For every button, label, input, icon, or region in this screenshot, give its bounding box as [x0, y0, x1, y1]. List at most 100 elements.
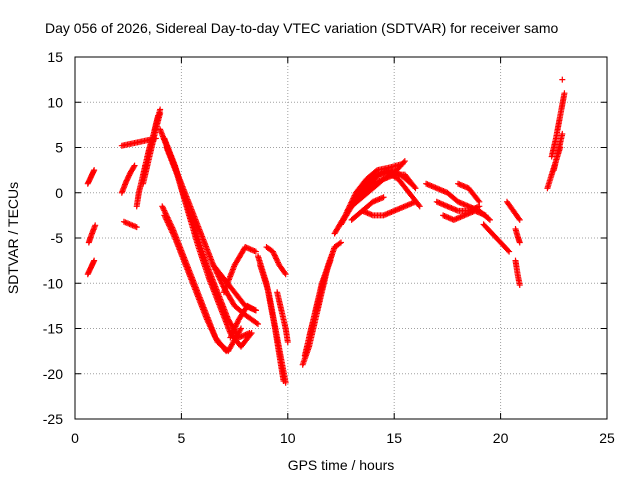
- x-axis-label: GPS time / hours: [288, 457, 395, 473]
- data-point: [476, 198, 483, 205]
- data-point: [515, 215, 522, 222]
- data-point: [234, 319, 241, 326]
- series-tr18: [227, 302, 259, 341]
- series-tr13: [163, 144, 255, 350]
- data-point: [231, 326, 238, 333]
- data-point: [475, 197, 482, 204]
- data-point: [230, 327, 237, 334]
- series-tr22: [274, 289, 291, 346]
- series-tr15: [161, 212, 244, 355]
- series-tr06: [118, 162, 138, 196]
- series-tr35: [440, 207, 489, 223]
- data-point: [516, 216, 523, 223]
- x-tick-label: 25: [599, 430, 615, 446]
- data-point: [253, 320, 260, 327]
- series-tr34: [433, 198, 483, 214]
- data-point: [486, 216, 493, 223]
- series-tr32: [348, 194, 387, 223]
- series-tr40: [512, 225, 523, 246]
- x-tick-label: 20: [493, 430, 509, 446]
- data-point: [130, 163, 137, 170]
- y-tick-label: -10: [43, 275, 63, 291]
- data-point: [237, 326, 244, 333]
- data-point: [380, 194, 387, 201]
- x-tick-label: 10: [280, 430, 296, 446]
- data-point: [338, 239, 344, 246]
- data-point: [92, 222, 99, 229]
- data-point: [561, 90, 568, 97]
- series-tr37: [480, 221, 513, 255]
- data-point: [91, 257, 98, 264]
- series-tr01: [84, 167, 98, 187]
- data-point: [412, 198, 419, 205]
- data-point: [275, 259, 282, 266]
- data-point: [255, 320, 262, 327]
- data-point: [482, 212, 489, 219]
- data-point: [252, 307, 259, 314]
- data-point: [233, 322, 240, 329]
- data-points: [84, 76, 568, 386]
- data-point: [229, 330, 236, 337]
- series-tr31: [359, 198, 419, 219]
- data-point: [336, 240, 343, 247]
- data-point: [271, 252, 278, 259]
- data-point: [273, 256, 280, 263]
- data-point: [154, 112, 161, 119]
- data-point: [281, 269, 288, 276]
- y-tick-label: 0: [55, 185, 63, 201]
- data-point: [157, 106, 164, 113]
- data-point: [274, 258, 281, 265]
- y-tick-label: -15: [43, 321, 63, 337]
- data-point: [412, 185, 419, 192]
- data-point: [133, 224, 140, 231]
- data-point: [401, 158, 408, 165]
- series-tr43: [550, 130, 566, 174]
- y-tick-label: -5: [51, 230, 64, 246]
- data-point: [237, 325, 244, 332]
- data-point: [559, 130, 566, 137]
- series-tr38: [503, 198, 523, 223]
- data-point: [284, 339, 291, 346]
- data-point: [229, 328, 236, 335]
- data-point: [282, 379, 289, 386]
- data-point: [233, 320, 240, 327]
- series-tr17: [220, 244, 259, 296]
- y-tick-label: -20: [43, 366, 63, 382]
- x-tick-label: 5: [178, 430, 186, 446]
- grid-lines: [75, 57, 607, 419]
- data-point: [251, 306, 258, 313]
- data-point: [415, 202, 422, 209]
- data-point: [91, 167, 98, 174]
- y-tick-label: -25: [43, 411, 63, 427]
- data-point: [227, 333, 234, 340]
- data-point: [247, 331, 254, 338]
- series-tr21: [263, 244, 289, 278]
- data-point: [228, 331, 235, 338]
- data-point: [252, 248, 259, 255]
- series-tr44: [559, 76, 566, 83]
- series-tr25: [306, 239, 344, 341]
- y-tick-label: 5: [55, 140, 63, 156]
- tick-labels: 0 5 10 15 20 25 -25 -20 -15 -10 -5 0 5 10 15: [43, 49, 615, 446]
- data-point: [400, 159, 407, 166]
- x-tick-label: 15: [386, 430, 402, 446]
- series-tr02: [85, 222, 99, 246]
- data-point: [270, 249, 277, 256]
- y-tick-label: 10: [47, 94, 63, 110]
- plot-frame: [74, 56, 608, 420]
- data-point: [559, 76, 566, 83]
- series-tr05: [120, 218, 140, 231]
- data-point: [248, 330, 255, 337]
- data-point: [273, 255, 280, 262]
- data-point: [372, 172, 379, 179]
- data-point: [411, 183, 418, 190]
- series-tr10: [142, 112, 161, 169]
- series-tr20: [257, 262, 289, 386]
- x-tick-label: 0: [71, 430, 79, 446]
- series-tr39: [512, 257, 523, 289]
- data-point: [282, 271, 289, 278]
- data-point: [232, 323, 239, 330]
- data-point: [271, 251, 278, 258]
- data-point: [516, 282, 523, 289]
